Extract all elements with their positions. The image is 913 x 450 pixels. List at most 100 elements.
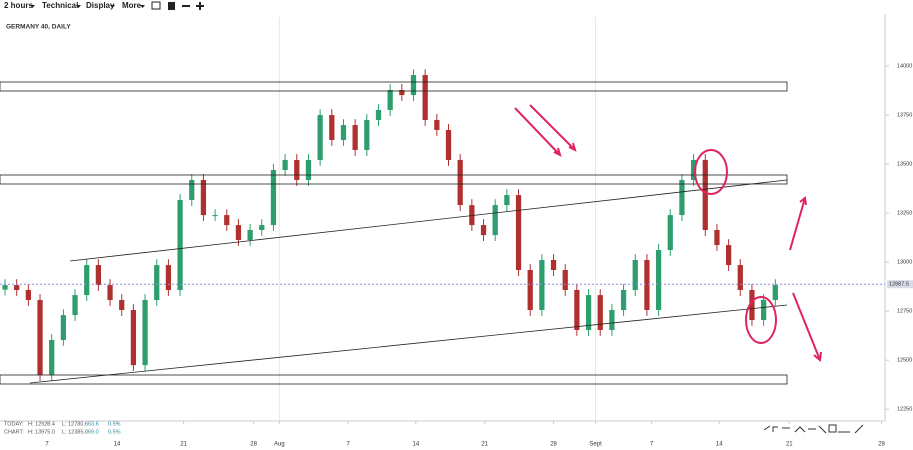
toolbar-menu[interactable]: More (122, 1, 142, 10)
candle-body (480, 225, 487, 236)
candle-body (422, 75, 428, 120)
y-tick-label: 13000 (897, 260, 912, 266)
candle-body (690, 159, 697, 180)
y-tick-label: 12500 (897, 358, 912, 364)
y-tick-label: 14000 (897, 63, 912, 69)
rect-tool[interactable] (828, 424, 837, 433)
info-text: 69.0 (88, 429, 99, 435)
info-text: H: 12928.4 (28, 421, 55, 427)
zone-box (0, 81, 788, 92)
candle-body (667, 215, 673, 250)
toolbar (30, 1, 204, 10)
candle-body (702, 159, 708, 230)
zoom-in-icon[interactable] (196, 2, 204, 10)
candle-body (434, 119, 440, 130)
x-tick-label: 28 (878, 442, 885, 448)
open-icon[interactable] (151, 1, 161, 10)
candle-body (585, 295, 592, 331)
last-price-tag (887, 280, 913, 289)
candle-body (387, 89, 393, 110)
candle-body (84, 265, 90, 296)
candle-body (340, 125, 347, 140)
candle-body (329, 115, 335, 140)
candle-body (760, 299, 767, 320)
x-tick-label: 7 (346, 442, 350, 448)
y-tick-label: 13250 (897, 211, 912, 217)
tool-icons[interactable] (763, 424, 864, 434)
toolbar-menu[interactable]: 2 hours (4, 1, 33, 10)
candle-body (574, 289, 580, 331)
candle-body (305, 159, 312, 180)
toolbar-menu[interactable]: Technical (42, 1, 78, 10)
arrows-down (514, 104, 577, 157)
candle-body (632, 259, 638, 290)
candle-body (620, 289, 627, 310)
zone-box (0, 174, 788, 185)
candle-body (95, 265, 102, 286)
save-icon[interactable] (168, 2, 175, 10)
candle-body (282, 159, 288, 170)
candle-body (130, 309, 137, 366)
candle-body (539, 259, 545, 310)
candle-body (235, 225, 242, 240)
zone-box (0, 374, 788, 385)
candle-body (644, 259, 650, 310)
info-text: 63.6 (88, 421, 99, 427)
candle-body (749, 289, 755, 320)
candle-body (60, 315, 66, 341)
candle-body (737, 265, 743, 290)
candle-body (37, 299, 43, 376)
candle-body (679, 179, 685, 216)
candle-body (247, 229, 253, 240)
trend-line (69, 179, 788, 262)
x-tick-label: 7 (45, 442, 49, 448)
candle-body (457, 159, 463, 206)
info-text: H: 13975.0 (28, 429, 55, 435)
chart-title: GERMANY 40, DAILY (6, 24, 71, 31)
candle-body (177, 199, 183, 290)
plot: 14000 13750 13500 13250 13000 12750 12500 12250… (0, 17, 913, 448)
candle-body (270, 169, 277, 226)
candle-body (714, 229, 720, 246)
trend-line (29, 304, 788, 384)
candle-body (294, 159, 300, 180)
candle-body (212, 215, 218, 217)
candle-body (119, 299, 125, 310)
info-text: L: 12780.6 (62, 421, 88, 427)
x-tick-label: 21 (786, 442, 793, 448)
info-text: 0.5% (108, 421, 121, 427)
x-tick-label: 7 (650, 442, 654, 448)
highlight-circle (694, 149, 728, 195)
x-tick-label: 21 (180, 442, 187, 448)
candle-body (469, 205, 475, 226)
x-tick-label: 14 (114, 442, 121, 448)
candle-body (154, 265, 160, 300)
candle-body (562, 269, 568, 290)
y-tick-label: 13750 (897, 113, 912, 119)
x-tick-label: Aug (274, 442, 285, 448)
candle-body (142, 299, 148, 366)
y-tick-label: 12750 (897, 309, 912, 315)
candle-body (609, 309, 615, 331)
y-tick-label: 13500 (897, 162, 912, 168)
x-tick-label: 21 (481, 442, 488, 448)
candle-body (224, 215, 230, 226)
x-tick-label: Sept (589, 442, 602, 448)
candle-body (515, 195, 522, 270)
candle-body (364, 119, 370, 150)
arrow-down (792, 292, 822, 362)
candle-body (550, 259, 557, 270)
candle-body (399, 89, 405, 96)
info-text: TODAY: (4, 421, 24, 427)
candle-body (200, 179, 207, 216)
arrow-up (789, 196, 807, 251)
candle-body (259, 225, 265, 230)
candle-body (14, 285, 20, 290)
candle-body (492, 205, 498, 236)
toolbar-menu[interactable]: Display (86, 1, 115, 10)
candle-body (165, 265, 172, 290)
candle-body (527, 269, 533, 310)
highlight-circle (745, 296, 777, 344)
info-text: 0.5% (108, 429, 121, 435)
